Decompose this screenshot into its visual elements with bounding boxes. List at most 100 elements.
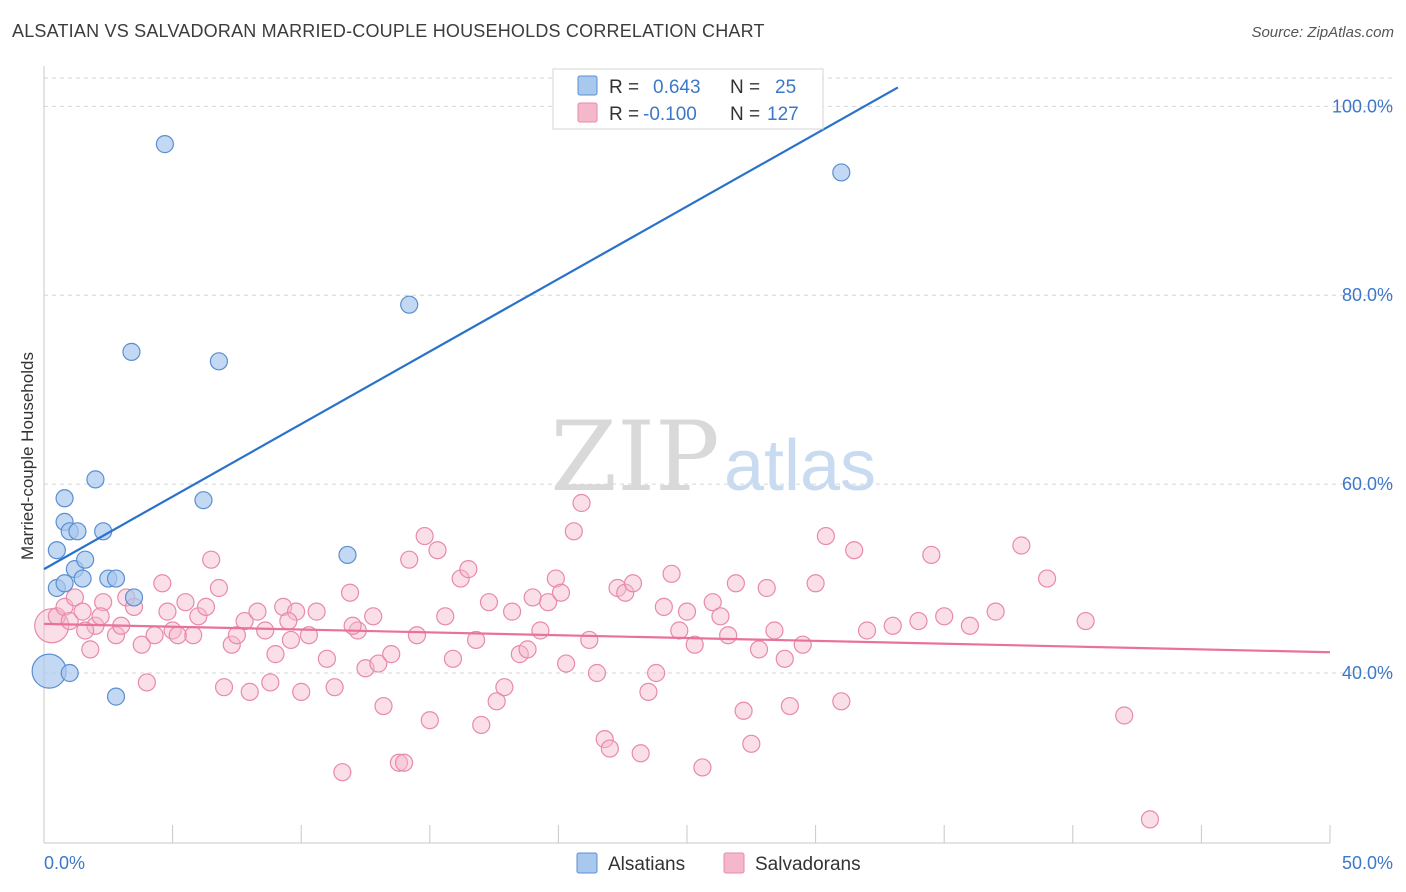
salvadorans-point (734, 701, 753, 720)
legend-label-salvadorans: Salvadorans (755, 854, 861, 875)
alsatians-point (86, 470, 105, 489)
series-legend: Alsatians Salvadorans (576, 852, 861, 875)
salvadorans-point (780, 696, 799, 716)
alsatians-point (194, 491, 213, 510)
salvadorans-point (132, 635, 151, 654)
salvadorans-point (153, 574, 172, 593)
salvadorans-point (623, 574, 643, 593)
salvadorans-point (222, 635, 241, 654)
salvadorans-point (266, 645, 285, 664)
salvadorans-trend-line (43, 622, 1331, 654)
salvadorans-point (281, 630, 301, 650)
salvadorans-point (539, 593, 558, 612)
legend-n-value: 25 (775, 77, 796, 98)
salvadorans-point (106, 626, 126, 645)
salvadorans-point (677, 602, 697, 621)
salvadorans-point (883, 616, 902, 635)
gridlines (44, 77, 1392, 674)
x-tick-label: 0.0% (44, 853, 85, 873)
legend-r-value: 0.643 (653, 77, 701, 98)
salvadorans-point (137, 673, 156, 692)
salvadorans-point (749, 640, 769, 659)
alsatians-points (31, 135, 851, 706)
salvadorans-point (960, 616, 980, 635)
salvadorans-point (389, 753, 409, 772)
salvadorans-point (726, 574, 745, 593)
alsatians-point (106, 687, 126, 706)
salvadorans-point (711, 607, 730, 626)
salvadorans-point (65, 588, 84, 607)
salvadorans-point (1037, 569, 1057, 588)
salvadorans-point (580, 630, 599, 650)
salvadorans-point (76, 621, 95, 640)
alsatians-point (73, 569, 92, 588)
alsatians-point (338, 545, 357, 565)
legend-label-alsatians: Alsatians (608, 854, 685, 875)
salvadorans-point (189, 607, 208, 626)
salvadorans-point (292, 682, 311, 701)
alsatians-point (55, 489, 74, 508)
salvadorans-point (299, 626, 319, 645)
salvadorans-point (428, 541, 447, 560)
salvadorans-point (369, 654, 388, 673)
salvadorans-point (935, 607, 954, 626)
salvadorans-point (564, 522, 583, 541)
salvadorans-point (922, 545, 941, 565)
salvadorans-point (595, 730, 614, 749)
alsatians-point (106, 569, 126, 588)
alsatians-point (76, 550, 95, 569)
salvadorans-point (495, 678, 514, 697)
salvadorans-point (662, 564, 681, 583)
alsatians-point (124, 588, 144, 607)
watermark: ZIP atlas (550, 401, 876, 513)
legend-swatch-salvadorans (723, 852, 745, 874)
salvadorans-point (757, 578, 776, 598)
alsatians-point (832, 163, 851, 182)
salvadorans-point (616, 583, 635, 602)
alsatians-point (47, 541, 66, 560)
alsatians-point (60, 663, 79, 683)
alsatians-point (400, 295, 419, 314)
salvadorans-point (693, 758, 712, 777)
legend-r-label: R = (609, 77, 639, 98)
salvadorans-point (81, 640, 100, 659)
salvadorans-point (631, 744, 650, 763)
salvadorans-point (394, 753, 414, 772)
salvadorans-point (670, 621, 689, 640)
watermark-atlas: atlas (724, 426, 876, 506)
y-tick-label: 80.0% (1342, 285, 1393, 305)
salvadorans-point (466, 630, 486, 650)
alsatians-point (155, 135, 174, 154)
salvadorans-point (503, 602, 522, 621)
salvadorans-point (600, 739, 619, 758)
salvadorans-point (793, 635, 812, 654)
salvadorans-point (742, 734, 761, 753)
watermark-zip: ZIP (550, 401, 719, 513)
salvadorans-point (286, 602, 306, 621)
legend-n-value: 127 (767, 104, 799, 125)
salvadorans-point (94, 593, 113, 612)
salvadorans-point (986, 602, 1005, 621)
salvadorans-point (73, 602, 92, 621)
salvadorans-point (459, 560, 478, 579)
y-tick-label: 60.0% (1342, 474, 1393, 494)
salvadorans-point (184, 626, 203, 645)
salvadorans-point (487, 692, 506, 711)
salvadorans-point (703, 593, 722, 612)
salvadorans-point (531, 621, 550, 640)
salvadorans-point (382, 645, 401, 664)
salvadorans-point (240, 682, 259, 701)
salvadorans-point (765, 621, 784, 640)
legend-n-label: N = (730, 77, 760, 98)
alsatians-trend-line (43, 86, 899, 571)
salvadorans-point (227, 626, 246, 645)
alsatians-point (122, 342, 141, 361)
salvadorans-point (557, 654, 576, 673)
salvadorans-point (816, 526, 835, 546)
legend-r-value: -0.100 (643, 104, 697, 125)
y-axis-label: Married-couple Households (18, 352, 37, 560)
legend-n-label: N = (730, 104, 760, 125)
salvadorans-point (685, 635, 704, 654)
salvadorans-point (1115, 706, 1134, 725)
